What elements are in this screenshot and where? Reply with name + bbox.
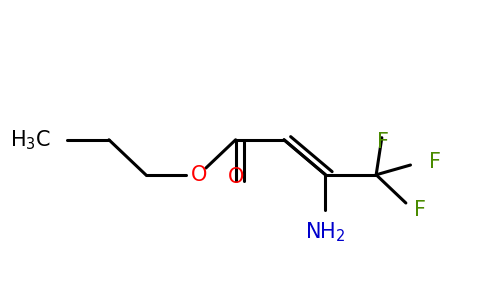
Text: F: F [414, 200, 426, 220]
Text: NH$_2$: NH$_2$ [305, 221, 346, 244]
Text: F: F [429, 152, 441, 172]
Text: O: O [227, 167, 244, 187]
Text: O: O [191, 165, 207, 185]
Text: H$_3$C: H$_3$C [10, 128, 51, 152]
Text: F: F [377, 132, 389, 152]
